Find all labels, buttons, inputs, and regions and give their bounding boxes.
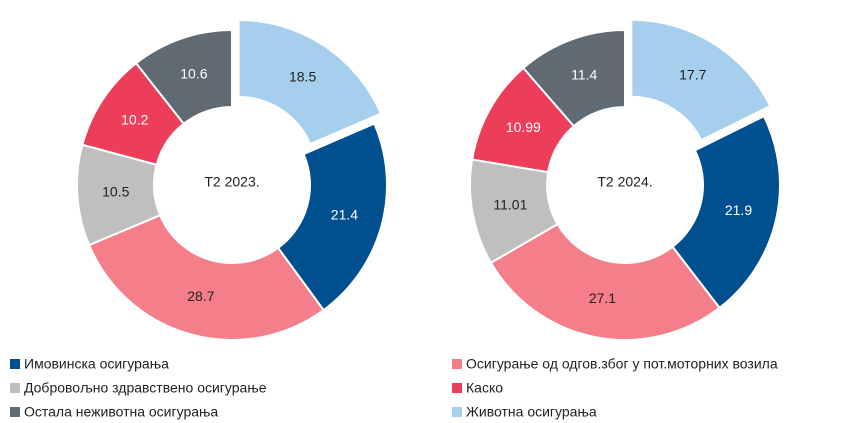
chart-title: T2 2024. [597,174,652,190]
slice-label: 27.1 [589,290,616,306]
legend-marker [452,359,462,369]
slice-label: 11.01 [493,197,527,213]
slice-label: 28.7 [187,288,214,304]
legend-label: Остала неживотна осигурања [24,404,218,420]
slice-label: 17.7 [679,67,706,83]
slice [671,114,781,310]
slice-label: 18.5 [289,68,316,84]
legend-marker [10,359,20,369]
legend-marker [452,383,462,393]
slice-label: 10.99 [506,119,541,135]
slice [630,18,772,142]
slice [237,18,383,146]
slice-label: 11.4 [571,67,597,83]
legend-label: Имовинска осигурања [24,356,169,372]
legend-label: Животна осигурања [466,404,597,420]
legend-marker [10,383,20,393]
slice [134,28,233,126]
legend-label: Каско [466,380,503,396]
chart-title: T2 2023. [204,174,259,190]
slice-label: 21.4 [331,206,358,222]
slice [87,213,325,341]
slice [276,122,388,312]
slice [489,222,721,341]
slice-label: 10.5 [102,184,129,200]
legend-label: Добровољно здравствено осигурање [24,380,267,396]
slice-label: 10.2 [121,112,148,128]
slice-label: 10.6 [180,66,207,82]
legend-marker [10,407,20,417]
slice [521,28,626,128]
legend-marker [452,407,462,417]
legend-label: Осигурање од одгов.због у пот.моторних в… [466,356,778,372]
slice-label: 21.9 [725,202,752,218]
